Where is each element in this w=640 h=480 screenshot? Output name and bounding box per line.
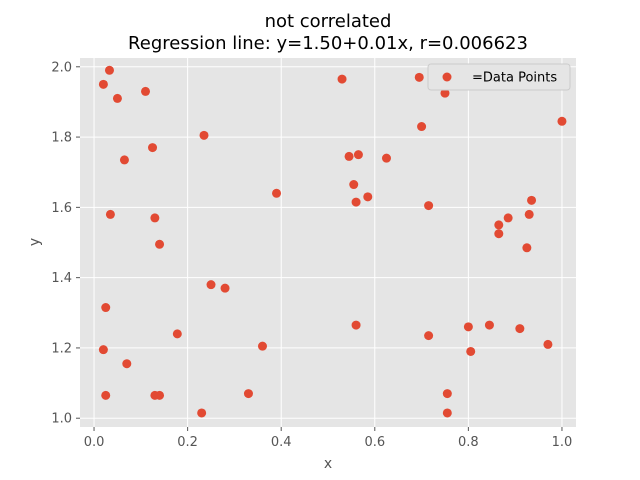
x-axis-label: x: [324, 456, 332, 472]
chart-title: not correlated: [265, 11, 392, 32]
y-axis-ticks: 1.0 1.2 1.4 1.6 1.8 2.0: [51, 60, 80, 427]
data-point: [363, 192, 373, 202]
y-tick-label: 1.2: [51, 341, 72, 356]
data-point: [344, 151, 354, 161]
x-tick-label: 0.8: [458, 435, 479, 450]
data-point: [257, 341, 267, 351]
data-point: [98, 79, 108, 89]
data-point: [206, 280, 216, 290]
data-point: [172, 329, 182, 339]
data-point: [119, 155, 129, 165]
data-point: [351, 197, 361, 207]
data-point: [503, 213, 513, 223]
data-point: [197, 408, 207, 418]
legend: =Data Points: [427, 63, 571, 91]
data-point: [440, 88, 450, 98]
data-point: [557, 116, 567, 126]
legend-box: [427, 63, 571, 91]
y-tick-label: 1.8: [51, 131, 72, 146]
data-point: [148, 143, 158, 153]
x-tick-label: 0.4: [271, 435, 292, 450]
chart-subtitle: Regression line: y=1.50+0.01x, r=0.00662…: [128, 33, 528, 54]
y-tick-label: 2.0: [51, 60, 72, 75]
data-point: [463, 322, 473, 332]
data-point: [112, 93, 122, 103]
data-point: [484, 320, 494, 330]
data-point: [98, 345, 108, 355]
y-axis-label: y: [27, 238, 43, 246]
data-point: [381, 153, 391, 163]
data-point: [351, 320, 361, 330]
data-point: [122, 359, 132, 369]
data-point: [101, 390, 111, 400]
data-point: [494, 220, 504, 230]
x-tick-label: 0.2: [177, 435, 198, 450]
data-point: [141, 86, 151, 96]
data-point: [424, 201, 434, 211]
data-point: [515, 324, 525, 334]
data-point: [155, 390, 165, 400]
data-point: [220, 283, 230, 293]
plot-area: [80, 58, 576, 427]
legend-label: =Data Points: [472, 71, 557, 86]
data-point: [424, 331, 434, 341]
data-point: [527, 195, 537, 205]
data-point: [349, 180, 359, 190]
x-axis-ticks: 0.0 0.2 0.4 0.6 0.8 1.0: [84, 427, 573, 450]
data-points: [98, 65, 567, 418]
data-point: [199, 130, 209, 140]
legend-marker: [442, 72, 452, 82]
data-point: [417, 122, 427, 132]
x-tick-label: 0.0: [84, 435, 105, 450]
data-point: [272, 188, 282, 198]
y-tick-label: 1.4: [51, 271, 72, 286]
data-point: [442, 408, 452, 418]
data-point: [522, 243, 532, 253]
data-point: [543, 339, 553, 349]
data-point: [414, 72, 424, 82]
data-point: [494, 229, 504, 239]
data-point: [353, 150, 363, 160]
data-point: [155, 239, 165, 249]
data-point: [337, 74, 347, 84]
data-point: [524, 209, 534, 219]
x-tick-label: 1.0: [552, 435, 573, 450]
data-point: [466, 346, 476, 356]
x-tick-label: 0.6: [364, 435, 385, 450]
data-point: [150, 213, 160, 223]
data-point: [104, 65, 114, 75]
data-point: [442, 389, 452, 399]
data-point: [243, 389, 253, 399]
data-point: [105, 209, 115, 219]
data-point: [101, 303, 111, 313]
y-tick-label: 1.0: [51, 412, 72, 427]
y-tick-label: 1.6: [51, 201, 72, 216]
